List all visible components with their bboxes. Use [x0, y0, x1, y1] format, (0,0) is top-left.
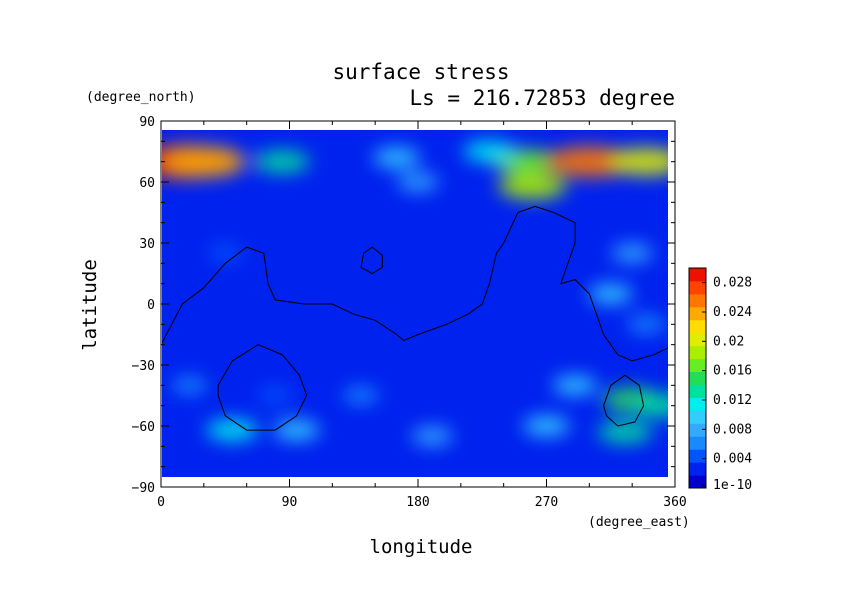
- colorbar-swatch: [689, 436, 706, 450]
- x-tick-label: 0: [157, 495, 165, 510]
- colorbar-swatch: [689, 268, 706, 282]
- y-tick-label: 90: [139, 115, 155, 130]
- stress-hotspot-7: [463, 140, 516, 163]
- colorbar-swatch: [689, 306, 706, 321]
- axes: 0 90 180 270 360 90 60 30 0 −30 −60 −90: [132, 115, 687, 510]
- contour-outline-west: [162, 205, 668, 362]
- stress-hotspot-10: [611, 243, 653, 263]
- colorbar-swatch: [689, 384, 706, 398]
- contour-basin-southwest: [217, 344, 308, 431]
- stress-hotspot-12: [627, 315, 666, 334]
- stress-hotspot-24: [342, 386, 379, 405]
- stress-hotspot-23: [411, 426, 453, 446]
- colorbar-swatch: [689, 371, 706, 385]
- x-tick-label: 180: [406, 495, 429, 510]
- colorbar-swatch: [689, 423, 706, 437]
- stress-hotspot-16: [553, 375, 598, 396]
- y-tick-label: 60: [139, 176, 155, 191]
- colorbar-tick-label: 0.028: [713, 276, 752, 291]
- colorbar-tick-label: 0.02: [713, 334, 744, 349]
- x-tick-label: 360: [663, 495, 686, 510]
- colorbar-swatch: [689, 462, 706, 476]
- stress-hotspot-6: [609, 148, 668, 176]
- x-tick-label: 90: [282, 495, 298, 510]
- stress-hotspot-2: [255, 150, 310, 174]
- x-unit-label: (degree_east): [588, 515, 690, 530]
- colorbar-tick-label: 0.016: [713, 364, 752, 379]
- topography-contours: [162, 205, 668, 431]
- stress-hotspot-5: [546, 146, 633, 178]
- colorbar-swatch: [689, 397, 706, 411]
- contour-island-north: [360, 246, 383, 275]
- colorbar-tick-label: 1e-10: [713, 478, 752, 493]
- x-axis-label: longitude: [369, 536, 473, 558]
- x-tick-label: 270: [535, 495, 558, 510]
- stress-hotspot-18: [632, 394, 668, 418]
- y-tick-label: 30: [139, 237, 155, 252]
- contour-basin-southeast: [603, 374, 645, 427]
- stress-hotspot-19: [206, 419, 259, 442]
- colorbar-swatch: [689, 332, 706, 347]
- y-tick-label: −90: [132, 481, 155, 496]
- stress-hotspot-22: [597, 420, 653, 444]
- colorbar-tick-label: 0.024: [713, 305, 752, 320]
- chart-subtitle: Ls = 216.72853 degree: [409, 86, 675, 110]
- colorbar-tick-label: 0.008: [713, 422, 752, 437]
- colorbar-frame: [688, 267, 707, 489]
- plot-area: [162, 130, 668, 477]
- stress-hotspot-20: [273, 419, 320, 441]
- stress-hotspot-8: [498, 173, 567, 200]
- stress-hotspot-21: [523, 415, 570, 437]
- y-tick-label: −30: [132, 359, 155, 374]
- colorbar-swatch: [689, 319, 706, 334]
- colorbar-swatch: [689, 410, 706, 424]
- stress-hotspot-15: [258, 386, 292, 405]
- colorbar-swatch: [689, 475, 706, 489]
- stress-hotspot-13: [208, 244, 242, 262]
- stress-hotspot-14: [171, 376, 208, 395]
- colorbar-swatch: [689, 345, 706, 360]
- chart-title: surface stress: [332, 60, 510, 84]
- stress-hotspot-1: [162, 146, 246, 177]
- colorbar-swatch: [689, 280, 706, 295]
- colorbar: 1e-10 0.004 0.008 0.012 0.016 0.02 0.024 0.028: [688, 267, 752, 493]
- colorbar-swatch: [689, 449, 706, 463]
- colorbar-swatch: [689, 293, 706, 308]
- y-unit-label: (degree_north): [86, 90, 196, 105]
- y-tick-label: −60: [132, 420, 155, 435]
- colorbar-tick-label: 0.012: [713, 393, 752, 408]
- stress-field: [162, 140, 668, 446]
- colorbar-tick-label: 0.004: [713, 452, 752, 467]
- stress-hotspot-9: [397, 172, 439, 192]
- stress-hotspot-3: [373, 147, 420, 168]
- y-tick-label: 0: [147, 298, 155, 313]
- stress-hotspot-11: [588, 283, 633, 304]
- colorbar-swatch: [689, 358, 706, 373]
